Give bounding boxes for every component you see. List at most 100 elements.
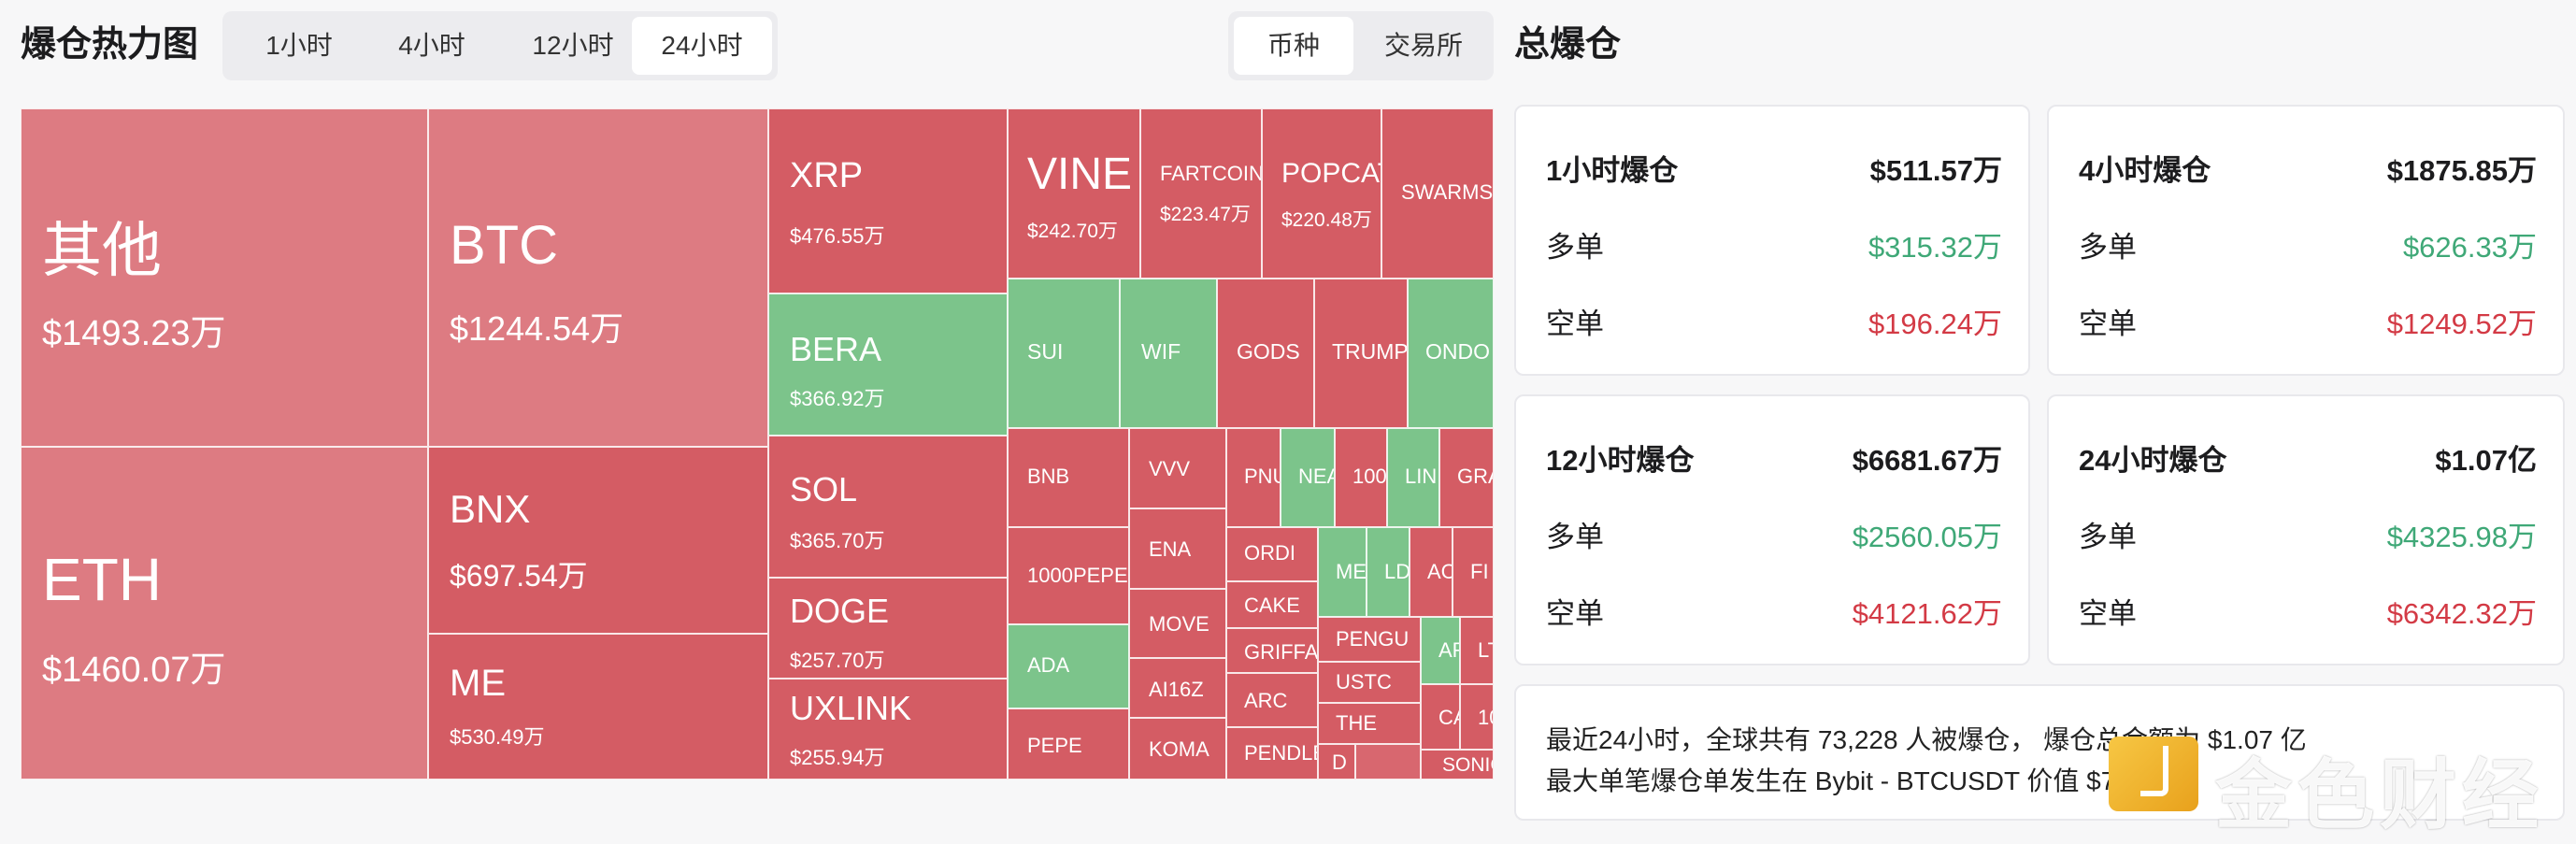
cell-name: ADA bbox=[1027, 653, 1070, 677]
heatmap-cell[interactable]: ONDO bbox=[1408, 279, 1494, 428]
tab-4h[interactable]: 4小时 bbox=[398, 31, 465, 60]
tab-1h[interactable]: 1小时 bbox=[265, 31, 333, 60]
heatmap-cell[interactable]: LINK bbox=[1387, 428, 1439, 527]
card-title: 1小时爆仓 bbox=[1546, 154, 1679, 187]
cell-name: MOVE bbox=[1149, 612, 1209, 636]
short-label: 空单 bbox=[2079, 308, 2137, 340]
heatmap-cell[interactable]: GODS bbox=[1217, 279, 1314, 428]
heatmap-cell[interactable]: 1000 bbox=[1335, 428, 1387, 527]
heatmap-cell[interactable]: SWARMS bbox=[1381, 108, 1494, 279]
heatmap-cell[interactable]: AC bbox=[1410, 527, 1453, 617]
liquidation-summary-note: 最近24小时，全球共有 73,228 人被爆仓， 爆仓总金额为 $1.07 亿 … bbox=[1514, 684, 2565, 821]
heatmap-cell[interactable]: BNB bbox=[1008, 428, 1129, 527]
short-row: 空单 $1249.52万 bbox=[2079, 301, 2537, 348]
long-label: 多单 bbox=[1546, 231, 1604, 264]
cell-name: SUI bbox=[1027, 339, 1064, 364]
card-title: 12小时爆仓 bbox=[1546, 444, 1695, 477]
heatmap-cell[interactable]: VINE $242.70万 bbox=[1008, 108, 1140, 279]
heatmap-cell[interactable]: LDO bbox=[1367, 527, 1410, 617]
cell-value: $255.94万 bbox=[790, 746, 885, 769]
heatmap-cell[interactable]: PNUT bbox=[1226, 428, 1281, 527]
heatmap-cell[interactable]: PENGU bbox=[1318, 617, 1421, 662]
long-label: 多单 bbox=[2079, 231, 2137, 264]
heatmap-cell[interactable]: THE bbox=[1318, 703, 1421, 744]
cell-name: ORDI bbox=[1244, 541, 1295, 565]
heatmap-cell[interactable]: USTC bbox=[1318, 662, 1421, 703]
heatmap-cell[interactable]: ADA bbox=[1008, 624, 1129, 708]
heatmap-cell[interactable]: SONIC bbox=[1421, 750, 1494, 780]
heatmap-cell[interactable] bbox=[1355, 744, 1421, 780]
summary-card-24h: 24小时爆仓 $1.07亿 多单 $4325.98万 空单 $6342.32万 bbox=[2047, 394, 2565, 665]
long-row: 多单 $315.32万 bbox=[1546, 224, 2002, 271]
cell-name: 1000 bbox=[1352, 465, 1387, 488]
heatmap-cell[interactable]: FI bbox=[1453, 527, 1494, 617]
cell-name: KOMA bbox=[1149, 737, 1209, 761]
heatmap-cell[interactable]: 10 bbox=[1460, 684, 1494, 750]
cell-name: AR bbox=[1438, 638, 1459, 662]
heatmap-cell[interactable]: VVV bbox=[1129, 428, 1226, 508]
short-label: 空单 bbox=[2079, 597, 2137, 630]
cell-name: FARTCOIN bbox=[1160, 162, 1262, 185]
short-label: 空单 bbox=[1546, 597, 1604, 630]
heatmap-cell[interactable]: ME $530.49万 bbox=[428, 634, 768, 780]
cell-value: $365.70万 bbox=[790, 529, 885, 552]
cell-name: GRASS bbox=[1457, 465, 1493, 488]
heatmap-cell[interactable]: WIF bbox=[1120, 279, 1217, 428]
heatmap-cell[interactable]: CA bbox=[1421, 684, 1460, 750]
time-range-tabs: 1小时 4小时 12小时 24小时 bbox=[222, 11, 778, 80]
heatmap-cell[interactable]: 1000PEPE bbox=[1008, 527, 1129, 624]
heatmap-cell[interactable]: PEPE bbox=[1008, 708, 1129, 780]
cell-name: VVV bbox=[1149, 457, 1191, 480]
cell-name: POPCAT bbox=[1281, 158, 1381, 189]
cell-name: XRP bbox=[790, 156, 864, 195]
heatmap-cell[interactable]: D bbox=[1318, 744, 1355, 780]
short-value: $196.24万 bbox=[1868, 308, 2002, 340]
cell-name: GRIFFAIN bbox=[1244, 640, 1318, 664]
heatmap-cell[interactable]: FARTCOIN $223.47万 bbox=[1140, 108, 1262, 279]
tab-coin[interactable]: 币种 bbox=[1234, 17, 1353, 75]
heatmap-cell[interactable]: BERA $366.92万 bbox=[768, 293, 1008, 436]
card-title: 24小时爆仓 bbox=[2079, 444, 2227, 477]
heatmap-cell[interactable]: MOVE bbox=[1129, 589, 1226, 658]
heatmap-cell[interactable]: PENDLE bbox=[1226, 727, 1318, 780]
heatmap-title: 爆仓热力图 bbox=[21, 25, 199, 64]
heatmap-cell[interactable]: KOMA bbox=[1129, 718, 1226, 780]
heatmap-cell[interactable]: BTC $1244.54万 bbox=[428, 108, 768, 447]
heatmap-cell[interactable]: ENA bbox=[1129, 508, 1226, 589]
heatmap-cell[interactable]: ARC bbox=[1226, 673, 1318, 727]
cell-name: 其他 bbox=[42, 217, 162, 284]
heatmap-cell[interactable]: AR bbox=[1421, 617, 1460, 684]
card-title: 4小时爆仓 bbox=[2079, 154, 2211, 187]
heatmap-cell[interactable]: LTC bbox=[1460, 617, 1494, 684]
long-label: 多单 bbox=[2079, 521, 2137, 553]
heatmap-cell[interactable]: BNX $697.54万 bbox=[428, 447, 768, 634]
short-row: 空单 $6342.32万 bbox=[2079, 591, 2537, 637]
heatmap-cell[interactable]: TRUMP bbox=[1314, 279, 1408, 428]
heatmap-cell[interactable]: 其他 $1493.23万 bbox=[21, 108, 428, 447]
heatmap-cell[interactable]: POPCAT $220.48万 bbox=[1262, 108, 1381, 279]
cell-name: CA bbox=[1438, 706, 1459, 729]
heatmap-cell[interactable]: SUI bbox=[1008, 279, 1120, 428]
heatmap-cell[interactable]: ME bbox=[1318, 527, 1367, 617]
heatmap-cell[interactable]: ETH $1460.07万 bbox=[21, 447, 428, 780]
heatmap-cell[interactable]: AI16Z bbox=[1129, 658, 1226, 718]
heatmap-cell[interactable]: NEAR bbox=[1281, 428, 1335, 527]
heatmap-cell[interactable]: CAKE bbox=[1226, 581, 1318, 628]
heatmap-cell[interactable]: UXLINK $255.94万 bbox=[768, 679, 1008, 780]
cell-name: GODS bbox=[1237, 339, 1300, 364]
heatmap-cell[interactable]: XRP $476.55万 bbox=[768, 108, 1008, 293]
card-total: $511.57万 bbox=[1869, 154, 2002, 187]
short-value: $4121.62万 bbox=[1852, 597, 2002, 630]
short-value: $6342.32万 bbox=[2386, 597, 2537, 630]
summary-title: 总爆仓 bbox=[1514, 25, 1622, 64]
heatmap-cell[interactable]: GRIFFAIN bbox=[1226, 628, 1318, 673]
heatmap-cell[interactable]: ORDI bbox=[1226, 527, 1318, 581]
long-row: 多单 $626.33万 bbox=[2079, 224, 2537, 271]
heatmap-cell[interactable]: DOGE $257.70万 bbox=[768, 578, 1008, 679]
cell-name: SOL bbox=[790, 470, 858, 508]
heatmap-cell[interactable]: SOL $365.70万 bbox=[768, 436, 1008, 578]
tab-24h[interactable]: 24小时 bbox=[632, 17, 772, 75]
heatmap-cell[interactable]: GRASS bbox=[1439, 428, 1494, 527]
tab-12h[interactable]: 12小时 bbox=[532, 31, 614, 60]
tab-exchange[interactable]: 交易所 bbox=[1383, 31, 1463, 60]
